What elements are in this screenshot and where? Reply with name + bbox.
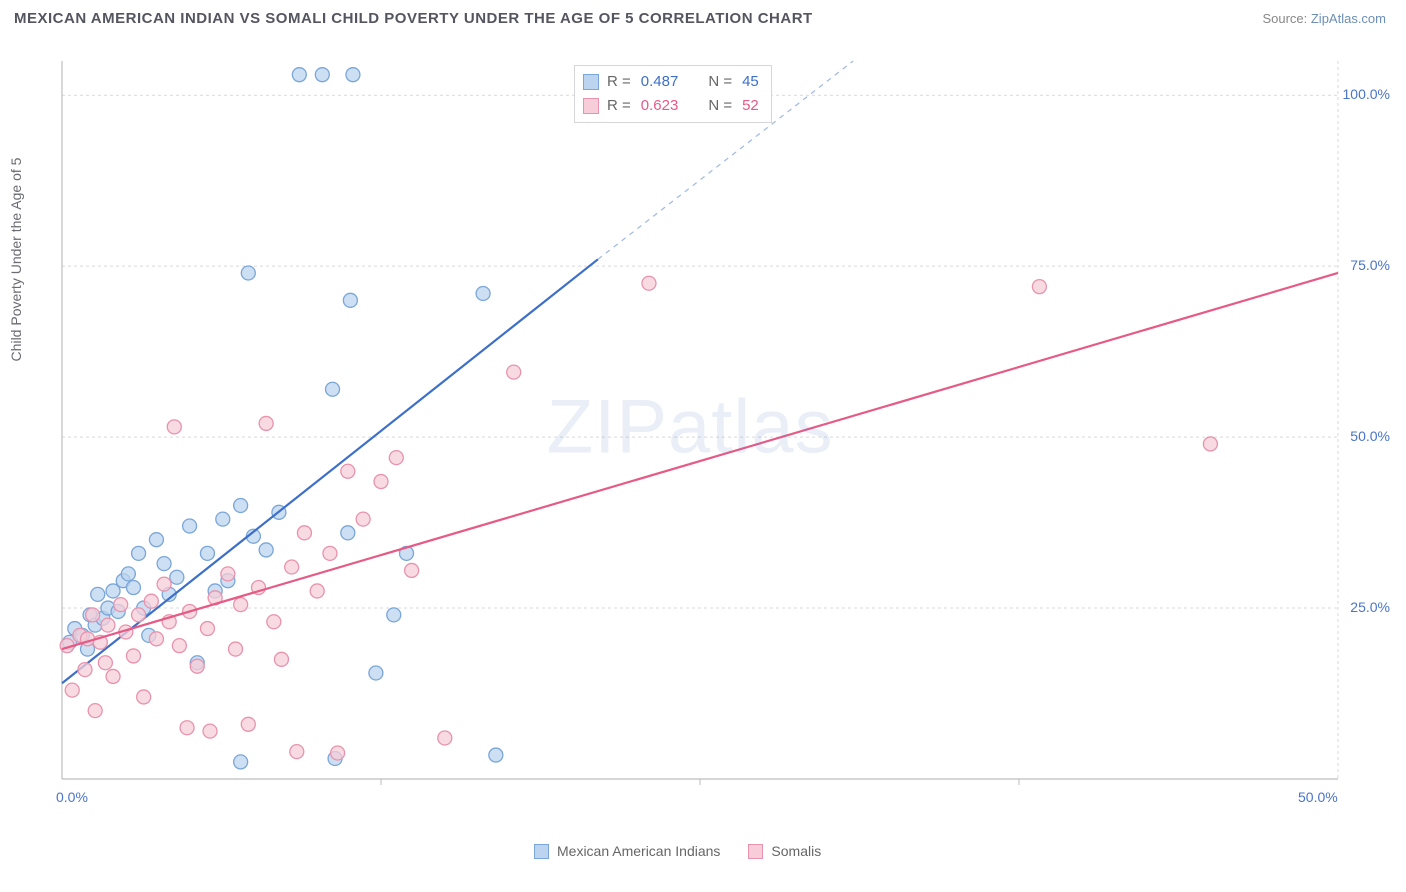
legend-label: Mexican American Indians xyxy=(557,843,720,859)
stats-legend: R = 0.487 N = 45 R = 0.623 N = 52 xyxy=(574,65,772,123)
stat-r-label: R = xyxy=(607,70,631,94)
legend-item: Somalis xyxy=(748,843,821,859)
stats-row: R = 0.487 N = 45 xyxy=(583,70,759,94)
legend-item: Mexican American Indians xyxy=(534,843,720,859)
y-tick-label: 75.0% xyxy=(1350,257,1390,273)
series-legend: Mexican American Indians Somalis xyxy=(534,843,821,859)
legend-swatch-icon xyxy=(748,844,763,859)
y-tick-label: 50.0% xyxy=(1350,428,1390,444)
legend-swatch-icon xyxy=(583,74,599,90)
legend-swatch-icon xyxy=(534,844,549,859)
stat-n-value: 52 xyxy=(742,94,759,118)
y-axis-label: Child Poverty Under the Age of 5 xyxy=(8,158,24,362)
legend-swatch-icon xyxy=(583,98,599,114)
stat-n-label: N = xyxy=(708,94,732,118)
stat-r-label: R = xyxy=(607,94,631,118)
y-tick-label: 25.0% xyxy=(1350,599,1390,615)
stat-n-value: 45 xyxy=(742,70,759,94)
source-attribution: Source: ZipAtlas.com xyxy=(1262,11,1386,26)
stats-row: R = 0.623 N = 52 xyxy=(583,94,759,118)
source-link[interactable]: ZipAtlas.com xyxy=(1311,11,1386,26)
stat-n-label: N = xyxy=(708,70,732,94)
stat-r-value: 0.623 xyxy=(641,94,679,118)
chart-title: MEXICAN AMERICAN INDIAN VS SOMALI CHILD … xyxy=(14,10,813,27)
chart-area: Child Poverty Under the Age of 5 ZIPatla… xyxy=(14,33,1394,853)
y-tick-label: 100.0% xyxy=(1343,86,1390,102)
scatter-plot xyxy=(52,33,1378,823)
x-tick-label: 0.0% xyxy=(56,789,88,805)
stat-r-value: 0.487 xyxy=(641,70,679,94)
legend-label: Somalis xyxy=(771,843,821,859)
x-tick-label: 50.0% xyxy=(1298,789,1338,805)
